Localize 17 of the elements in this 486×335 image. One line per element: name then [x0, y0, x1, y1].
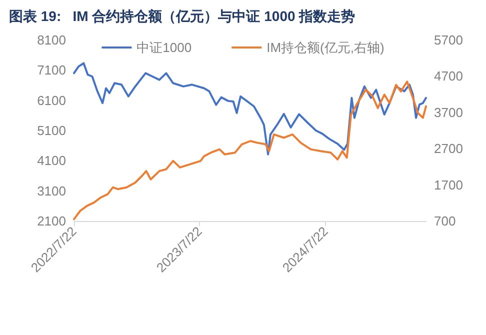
y2-tick-label: 700 — [434, 214, 456, 228]
y2-tick-label: 2700 — [434, 141, 463, 156]
y-tick-label: 4100 — [37, 153, 66, 168]
y2-tick-label: 1700 — [434, 177, 463, 192]
y2-tick-label: 5700 — [434, 32, 463, 48]
y-tick-label: 5100 — [37, 123, 66, 138]
y-tick-label: 7100 — [37, 62, 66, 78]
y2-tick-label: 3700 — [434, 104, 463, 120]
y2-tick-label: 4700 — [434, 68, 463, 84]
y-tick-label: 3100 — [37, 183, 66, 198]
legend-label: IM持仓额(亿元,右轴) — [266, 40, 384, 55]
chart-title: 图表 19: IM 合约持仓额（亿元）与中证 1000 指数走势 — [9, 8, 356, 24]
legend-label: 中证1000 — [136, 40, 192, 55]
y-tick-label: 6100 — [37, 92, 66, 108]
y-tick-label: 2100 — [37, 214, 66, 228]
y-tick-label: 8100 — [37, 32, 66, 48]
line-series — [73, 62, 427, 156]
